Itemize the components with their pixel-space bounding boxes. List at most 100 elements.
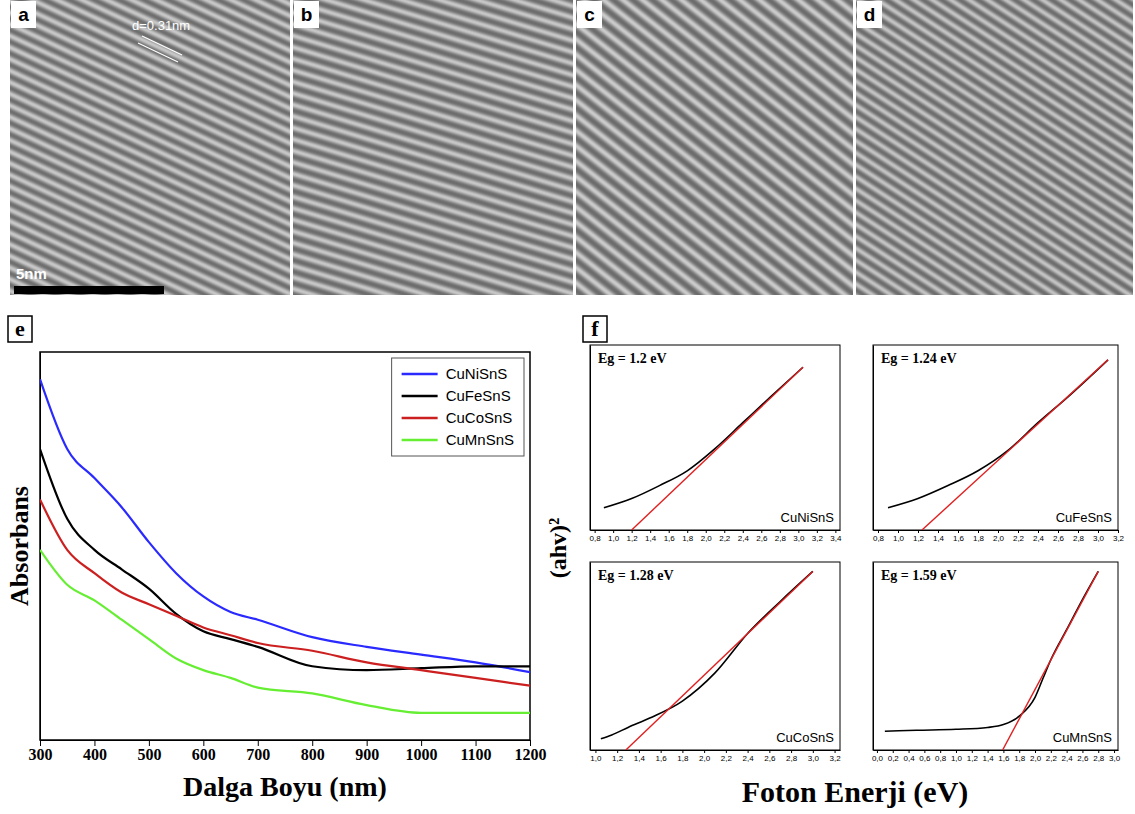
fringe <box>856 47 1133 295</box>
data-curve <box>601 571 813 738</box>
tick-label: 1200 <box>515 746 547 763</box>
tick-label: 1,6 <box>953 534 965 543</box>
tick-label: 1,4 <box>933 534 945 543</box>
fringe <box>293 188 573 295</box>
tick-mark <box>367 740 368 746</box>
axis-line <box>873 563 874 751</box>
fringe <box>856 114 1133 295</box>
tick-mark <box>632 530 633 533</box>
fringe <box>293 241 573 295</box>
fringe <box>10 0 290 193</box>
tick: 1,4 <box>983 750 995 763</box>
tick-mark <box>476 740 477 746</box>
tick: 2,4 <box>743 750 755 763</box>
tick-mark <box>924 750 925 753</box>
band-gap-label: Eg = 1.28 eV <box>598 568 674 583</box>
fringe <box>856 257 1118 295</box>
fringe <box>293 157 573 295</box>
fringe <box>576 0 853 295</box>
tick: 0,8 <box>935 750 947 763</box>
tick-mark <box>1018 530 1019 533</box>
tick: 2,0 <box>701 530 713 543</box>
tick: 300 <box>29 740 53 763</box>
series-line <box>40 449 530 670</box>
tick-label: 2,6 <box>756 534 768 543</box>
tick: 1,8 <box>973 530 985 543</box>
fringe <box>856 181 1133 295</box>
panel-letter: b <box>301 4 313 25</box>
series-line <box>40 379 530 672</box>
tick-mark <box>682 750 683 753</box>
fringe <box>576 71 853 295</box>
tick-label: 2,0 <box>699 754 711 763</box>
tick: 2,6 <box>1053 530 1065 543</box>
tick: 3,2 <box>1113 530 1125 543</box>
tick: 3,0 <box>793 530 805 543</box>
fringe <box>10 36 290 295</box>
tick-mark <box>958 530 959 533</box>
scale-bar-label: 5nm <box>16 265 47 282</box>
fringe-marker <box>138 43 178 62</box>
sample-label: CuFeSnS <box>1056 510 1113 525</box>
fringe <box>576 109 853 295</box>
axis-line <box>40 353 41 741</box>
tick: 2,8 <box>1073 530 1085 543</box>
tick-mark <box>978 530 979 533</box>
tick-label: 1100 <box>460 746 491 763</box>
fringe <box>576 0 853 295</box>
tick: 1,4 <box>634 750 646 763</box>
tick: 2,2 <box>1046 750 1058 763</box>
legend-label: CuMnSnS <box>446 431 514 448</box>
tick: 3,0 <box>808 750 820 763</box>
fringe <box>10 159 290 295</box>
tick: 1,2 <box>913 530 925 543</box>
tick-mark <box>769 750 770 753</box>
legend-label: CuNiSnS <box>446 365 508 382</box>
fringe <box>576 128 852 295</box>
legend-label: CuFeSnS <box>446 387 511 404</box>
tick-label: 0,8 <box>590 534 602 543</box>
tick-label: 1,6 <box>656 754 668 763</box>
tick-mark <box>940 750 941 753</box>
tick: 2,2 <box>719 530 731 543</box>
tick-label: 0,6 <box>919 754 931 763</box>
tick-mark <box>258 740 259 746</box>
data-curve <box>604 367 803 508</box>
x-axis: 0,81,01,21,41,61,82,02,22,42,62,83,03,23… <box>590 530 842 543</box>
tick-mark <box>1019 750 1020 753</box>
fringe <box>10 188 290 295</box>
plot-frame <box>590 562 840 750</box>
tick-mark <box>1067 750 1068 753</box>
fringe <box>293 125 573 295</box>
panel-letter-box <box>857 1 882 28</box>
fringe <box>576 261 749 295</box>
fringe <box>293 220 573 295</box>
panel-letter-box <box>577 1 602 28</box>
tick-label: 2,8 <box>775 534 787 543</box>
fringe <box>10 197 290 295</box>
fringe <box>856 215 1133 295</box>
y-axis <box>590 563 591 751</box>
tick-label: 1,8 <box>677 754 689 763</box>
tick-mark <box>956 750 957 753</box>
fringe <box>856 139 1133 295</box>
tick-label: 3,2 <box>830 754 842 763</box>
fringe <box>856 30 1133 295</box>
fringe <box>576 242 764 295</box>
tick-label: 1,2 <box>612 754 624 763</box>
tick: 2,2 <box>1013 530 1025 543</box>
fringe <box>293 167 573 295</box>
tick-mark <box>650 530 651 533</box>
tick-label: 3,4 <box>830 534 842 543</box>
y-axis <box>590 346 591 531</box>
fringe <box>293 283 573 295</box>
fringe <box>10 169 290 295</box>
tick-mark <box>798 530 799 533</box>
tick-mark <box>706 530 707 533</box>
tick-mark <box>724 530 725 533</box>
plot-area <box>604 367 803 530</box>
fringe <box>856 55 1133 295</box>
tick: 0,8 <box>590 530 602 543</box>
tick: 1,2 <box>612 750 624 763</box>
fringe <box>856 123 1133 295</box>
